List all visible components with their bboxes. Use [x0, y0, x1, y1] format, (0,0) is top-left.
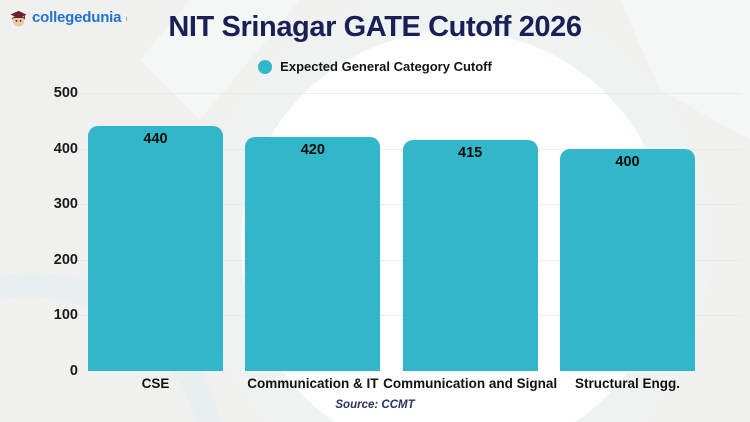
brand-name: collegedunia [32, 9, 122, 26]
legend: Expected General Category Cutoff [0, 59, 750, 74]
bar-structural-engg-: 400 [559, 148, 695, 371]
y-axis-tick-label: 400 [53, 140, 78, 157]
gridline [75, 93, 742, 94]
y-axis-tick-label: 500 [53, 85, 78, 101]
y-axis-tick-label: 200 [53, 251, 78, 268]
x-axis-category-label: CSE [141, 376, 170, 391]
chart-title: NIT Srinagar GATE Cutoff 2026 [168, 11, 582, 43]
y-axis-tick-label: 100 [53, 307, 78, 324]
x-axis-category-label: Communication & IT [247, 376, 379, 391]
legend-label: Expected General Category Cutoff [280, 59, 492, 74]
plot-area: 440 420 415 400 [75, 93, 742, 371]
bar-communication-and-signal: 415 [402, 140, 538, 371]
bar-value-label: 400 [615, 153, 640, 170]
bar-value-label: 420 [300, 142, 325, 159]
x-axis-category-label: Structural Engg. [574, 376, 680, 391]
source-note: Source: CCMT [335, 399, 415, 411]
bar-communication-it: 420 [245, 137, 381, 371]
x-axis-category-label: Communication and Signal [383, 376, 558, 391]
legend-dot [258, 59, 273, 74]
brand-mascot-icon [10, 10, 27, 27]
brand-logo: collegedunia ı [9, 8, 128, 28]
bar-value-label: 415 [458, 145, 483, 162]
y-axis-tick-label: 300 [53, 196, 78, 213]
bar-cse: 440 [88, 126, 223, 371]
bar-value-label: 440 [143, 131, 168, 148]
brand-trademark: ı [125, 14, 128, 23]
y-axis-tick-label: 0 [69, 363, 78, 379]
